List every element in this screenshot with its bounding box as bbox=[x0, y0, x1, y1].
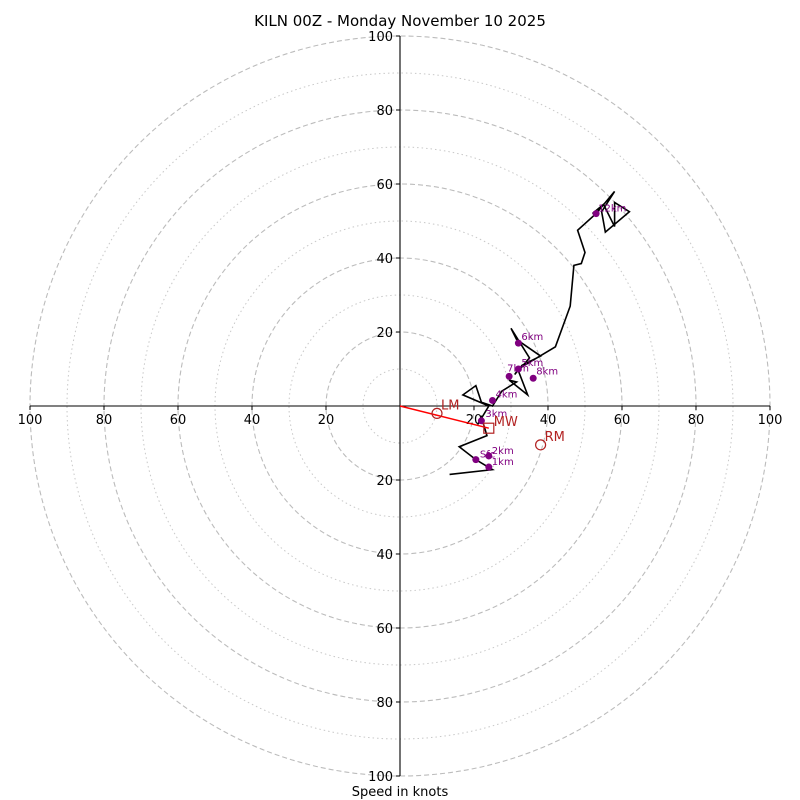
height-label-6km: 6km bbox=[521, 332, 543, 343]
storm-marker-LM bbox=[431, 407, 443, 419]
height-label-12km: 12km bbox=[598, 204, 626, 215]
height-label-7km: 7km bbox=[507, 363, 529, 374]
height-label-3km: 3km bbox=[485, 409, 507, 420]
height-label-8km: 8km bbox=[536, 366, 558, 377]
storm-marker-MW bbox=[483, 422, 495, 434]
height-marker-3km bbox=[477, 417, 485, 425]
mean-wind-vector bbox=[399, 405, 489, 429]
storm-motion-markers: RM LM MW bbox=[399, 398, 565, 451]
y-tick-label: 100 bbox=[368, 770, 393, 785]
y-tick-label: 100 bbox=[368, 30, 393, 45]
height-marker-12km bbox=[592, 210, 600, 218]
storm-label-RM: RM bbox=[545, 430, 565, 445]
chart-title: KILN 00Z - Monday November 10 2025 bbox=[254, 12, 546, 30]
storm-label-MW: MW bbox=[494, 415, 518, 430]
y-tick-label: 80 bbox=[376, 696, 393, 711]
height-label-5km: 5km bbox=[521, 358, 543, 369]
tick-labels: 100 80 60 40 20 20 40 60 80 100100806040202040608… bbox=[18, 30, 783, 785]
height-marker-1km bbox=[485, 463, 493, 471]
x-tick-label: 100 bbox=[758, 413, 783, 428]
height-label-2km: 2km bbox=[492, 446, 514, 457]
y-tick-label: 80 bbox=[376, 104, 393, 119]
height-marker-2km bbox=[485, 452, 493, 460]
y-tick-label: 20 bbox=[376, 474, 393, 489]
y-tick-label: 60 bbox=[376, 178, 393, 193]
y-tick-label: 20 bbox=[376, 326, 393, 341]
x-axis-label: Speed in knots bbox=[352, 785, 449, 800]
x-tick-label: 100 bbox=[18, 413, 43, 428]
height-marker-5km bbox=[514, 365, 522, 373]
y-tick-label: 60 bbox=[376, 622, 393, 637]
x-tick-label: 40 bbox=[244, 413, 261, 428]
height-label-Sfc: Sfc bbox=[480, 450, 495, 461]
x-tick-label: 80 bbox=[96, 413, 113, 428]
height-label-4km: 4km bbox=[496, 389, 518, 400]
x-tick-label: 80 bbox=[688, 413, 705, 428]
storm-marker-RM bbox=[534, 439, 547, 451]
height-marker-7km bbox=[505, 372, 513, 380]
height-marker-8km bbox=[529, 374, 537, 382]
height-marker-4km bbox=[489, 396, 496, 404]
height-label-1km: 1km bbox=[492, 457, 514, 468]
x-tick-label: 20 bbox=[318, 413, 335, 428]
height-marker-6km bbox=[514, 339, 522, 347]
storm-label-LM: LM bbox=[441, 398, 459, 413]
y-tick-label: 40 bbox=[376, 548, 393, 563]
x-tick-label: 60 bbox=[614, 413, 631, 428]
x-tick-label: 40 bbox=[540, 413, 557, 428]
x-tick-label: 60 bbox=[170, 413, 187, 428]
y-tick-label: 40 bbox=[376, 252, 393, 267]
height-marker-Sfc bbox=[472, 456, 480, 464]
